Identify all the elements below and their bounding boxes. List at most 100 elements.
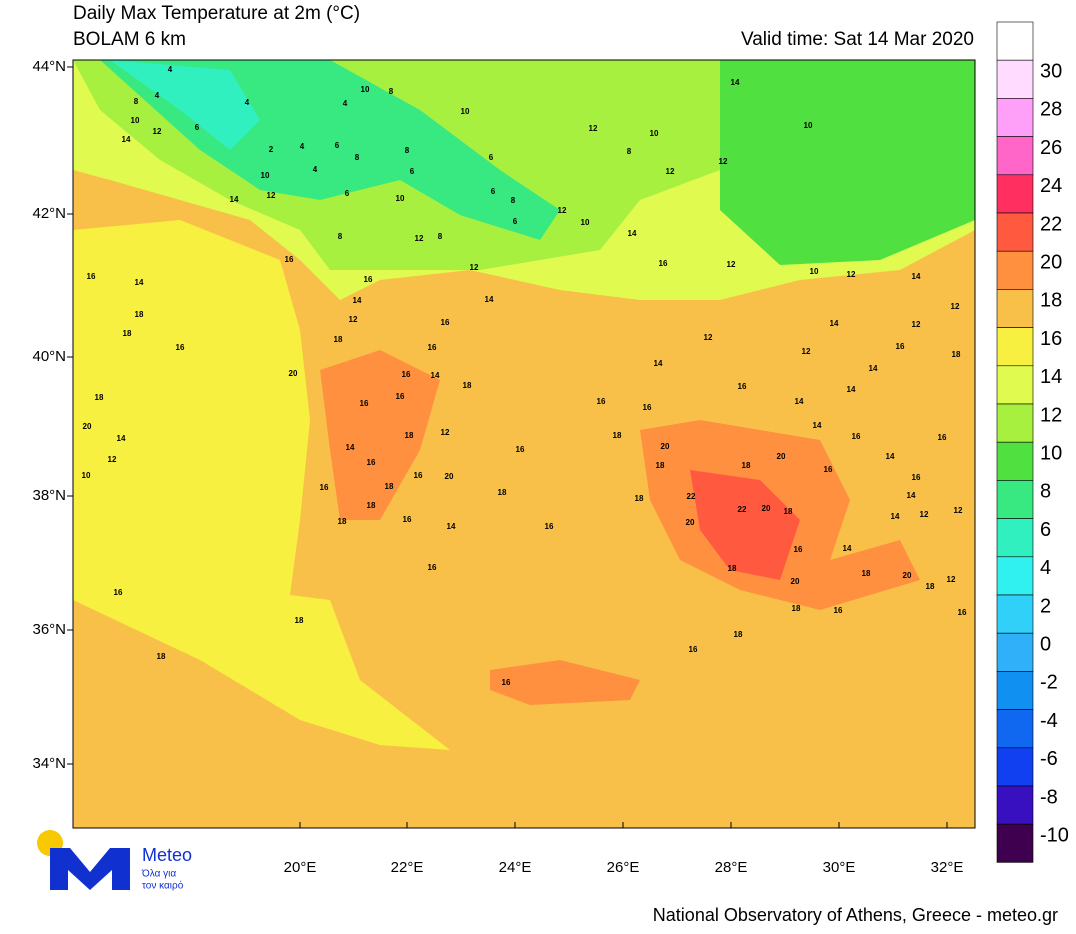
- contour-label: 16: [360, 399, 369, 408]
- colorbar-box: [996, 250, 1034, 290]
- contour-label: 14: [628, 229, 637, 238]
- contour-label: 12: [589, 124, 598, 133]
- contour-label: 6: [335, 141, 340, 150]
- contour-label: 12: [847, 270, 856, 279]
- contour-label: 8: [389, 87, 394, 96]
- contour-label: 16: [428, 563, 437, 572]
- colorbar-box: [996, 518, 1034, 558]
- contour-label: 16: [367, 458, 376, 467]
- logo-tagline: τον καιρό: [142, 880, 184, 892]
- contour-label: 6: [513, 217, 518, 226]
- lon-label: 32°E: [931, 859, 964, 876]
- contour-label: 14: [869, 364, 878, 373]
- contour-label: 8: [134, 97, 139, 106]
- contour-label: 16: [87, 272, 96, 281]
- lon-label: 24°E: [499, 859, 532, 876]
- contour-label: 18: [135, 310, 144, 319]
- contour-label: 18: [734, 630, 743, 639]
- lat-label: 36°N: [32, 621, 66, 638]
- contour-label: 14: [907, 491, 916, 500]
- contour-label: 6: [491, 187, 496, 196]
- contour-label: 6: [195, 123, 200, 132]
- greece-warm: [320, 350, 440, 520]
- colorbar-box: [996, 709, 1034, 749]
- contour-label: 8: [355, 153, 360, 162]
- colorbar-box: [996, 441, 1034, 481]
- contour-label: 14: [830, 319, 839, 328]
- colorbar-label: 18: [1040, 290, 1062, 312]
- contour-label: 20: [661, 442, 670, 451]
- contour-label: 16: [958, 608, 967, 617]
- contour-label: 16: [938, 433, 947, 442]
- contour-label: 20: [762, 504, 771, 513]
- contour-label: 18: [862, 569, 871, 578]
- colorbar-label: 22: [1040, 213, 1062, 235]
- contour-label: 20: [686, 518, 695, 527]
- contour-label: 16: [794, 545, 803, 554]
- contour-label: 14: [891, 512, 900, 521]
- contour-label: 16: [396, 392, 405, 401]
- colorbar-box: [996, 671, 1034, 710]
- contour-label: 12: [719, 157, 728, 166]
- colorbar-label: 24: [1040, 175, 1062, 197]
- contour-label: 14: [731, 78, 740, 87]
- colorbar-box: [996, 747, 1034, 787]
- contour-label: 18: [367, 501, 376, 510]
- contour-label: 6: [345, 189, 350, 198]
- contour-label: 18: [926, 582, 935, 591]
- contour-label: 12: [920, 510, 929, 519]
- lat-label: 38°N: [32, 487, 66, 504]
- contour-label: 6: [489, 153, 494, 162]
- lat-label: 34°N: [32, 755, 66, 772]
- contour-label: 8: [627, 147, 632, 156]
- contour-label: 16: [428, 343, 437, 352]
- contour-label: 22: [738, 505, 747, 514]
- logo-name: Meteo: [142, 845, 192, 865]
- colorbar-label: 14: [1040, 366, 1062, 388]
- lat-label: 42°N: [32, 205, 66, 222]
- contour-label: 18: [784, 507, 793, 516]
- contour-label: 20: [289, 369, 298, 378]
- lat-label: 44°N: [32, 58, 66, 75]
- contour-label: 16: [597, 397, 606, 406]
- contour-label: 14: [346, 443, 355, 452]
- contour-label: 12: [415, 234, 424, 243]
- contour-label: 18: [295, 616, 304, 625]
- lon-label: 26°E: [607, 859, 640, 876]
- colorbar-box: [996, 365, 1034, 405]
- contour-label: 14: [230, 195, 239, 204]
- hot-zone: [690, 470, 800, 580]
- contour-label: 16: [659, 259, 668, 268]
- contour-label: 10: [361, 85, 370, 94]
- contour-label: 20: [777, 452, 786, 461]
- colorbar-label: 20: [1040, 251, 1062, 273]
- colorbar-box: [996, 594, 1034, 634]
- map-frame: [72, 59, 976, 829]
- cold-core: [110, 60, 260, 150]
- contour-label: 16: [441, 318, 450, 327]
- colorbar-label: 30: [1040, 60, 1062, 82]
- contour-label: 10: [461, 107, 470, 116]
- model: BOLAM 6 km: [73, 29, 186, 50]
- colorbar-box: [996, 403, 1034, 443]
- contour-label: 18: [338, 517, 347, 526]
- map-field: [73, 60, 975, 828]
- colorbar-label: 0: [1040, 633, 1051, 655]
- contour-label: 10: [82, 471, 91, 480]
- black-sea-zone: [720, 60, 975, 265]
- colorbar-label: 2: [1040, 595, 1051, 617]
- contour-label: 12: [349, 315, 358, 324]
- contour-label: 8: [438, 232, 443, 241]
- contour-label: 4: [155, 91, 160, 100]
- contour-label: 14: [122, 135, 131, 144]
- logo-m: [50, 848, 130, 890]
- contour-label: 20: [445, 472, 454, 481]
- contour-label: 16: [414, 471, 423, 480]
- lat-label: 40°N: [32, 348, 66, 365]
- contour-label: 20: [903, 571, 912, 580]
- contour-label: 18: [635, 494, 644, 503]
- contour-label: 12: [802, 347, 811, 356]
- title: Daily Max Temperature at 2m (°C): [73, 3, 360, 24]
- colorbar-label: 8: [1040, 481, 1051, 503]
- valid-time: Valid time: Sat 14 Mar 2020: [741, 29, 974, 50]
